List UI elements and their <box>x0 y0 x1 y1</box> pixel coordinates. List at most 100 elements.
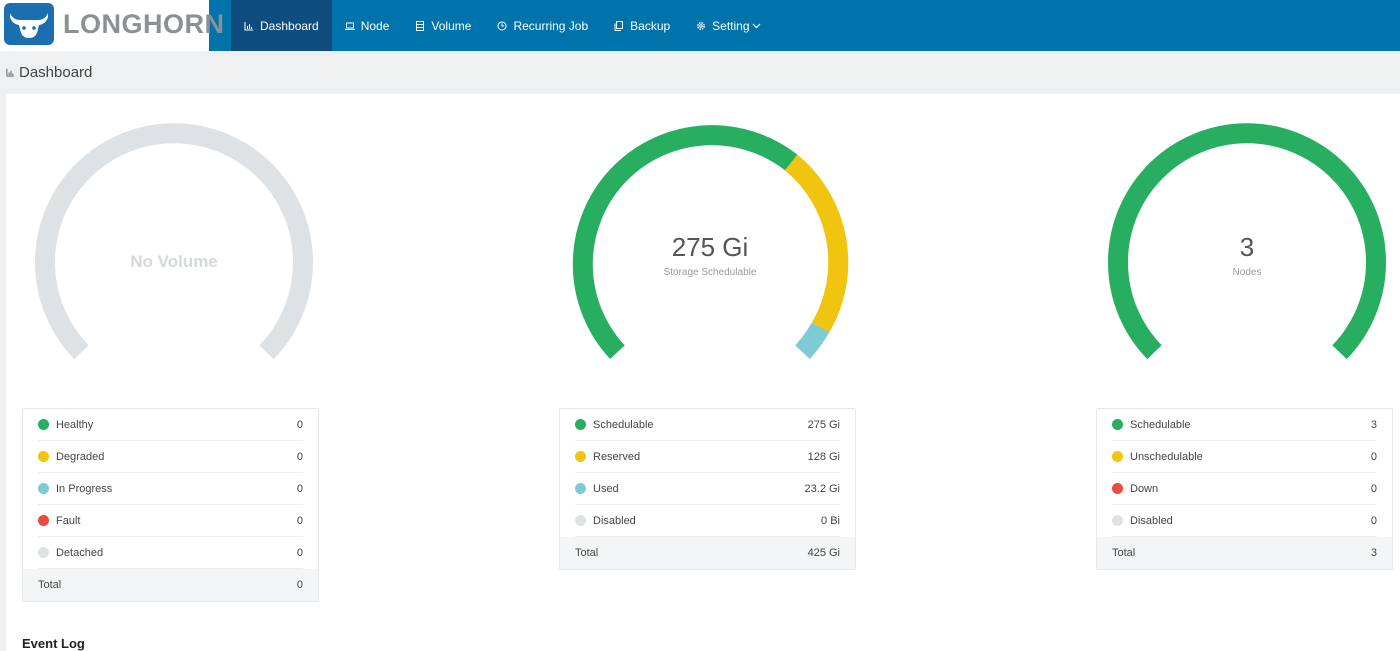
volume-gauge <box>35 123 313 360</box>
legend-row[interactable]: Fault 0 <box>38 505 303 537</box>
legend-total: Total 0 <box>23 569 318 601</box>
nav-recurring-job-label: Recurring Job <box>513 18 589 33</box>
legend-label: Reserved <box>593 450 641 463</box>
legend-value: 128 Gi <box>807 450 840 463</box>
legend-total-value: 3 <box>1370 547 1377 559</box>
schedulable-dot-icon <box>1112 419 1123 430</box>
nodes-count-value: 3 <box>1239 232 1255 262</box>
legend-total: Total 3 <box>1097 537 1392 569</box>
legend-total: Total 425 Gi <box>560 537 855 569</box>
nodes-gauge-center: 3 Nodes <box>1107 232 1387 278</box>
down-dot-icon <box>1112 483 1123 494</box>
used-dot-icon <box>575 483 586 494</box>
laptop-icon <box>344 21 355 31</box>
legend-row[interactable]: Schedulable 275 Gi <box>575 409 840 441</box>
legend-row[interactable]: Down 0 <box>1112 473 1377 505</box>
legend-label: Fault <box>56 514 81 527</box>
page-title-text: Dashboard <box>19 64 93 81</box>
legend-label: Schedulable <box>593 418 654 431</box>
event-log-title: Event Log <box>22 636 85 651</box>
legend-label: Down <box>1130 482 1159 495</box>
bar-chart-icon <box>6 68 15 77</box>
legend-value: 0 <box>296 418 303 431</box>
clock-icon <box>497 21 507 31</box>
nav-dashboard[interactable]: Dashboard <box>231 0 332 51</box>
legend-row[interactable]: Disabled 0 <box>1112 505 1377 537</box>
nodes-arc-schedulable <box>1108 123 1386 360</box>
reserved-dot-icon <box>575 451 586 462</box>
legend-value: 0 <box>296 450 303 463</box>
longhorn-logo-icon <box>4 3 54 45</box>
legend-value: 0 <box>1370 450 1377 463</box>
nav-backup-label: Backup <box>630 18 671 33</box>
volume-gauge-center: No Volume <box>34 252 314 272</box>
legend-label: In Progress <box>56 482 113 495</box>
legend-row[interactable]: Healthy 0 <box>38 409 303 441</box>
legend-label: Detached <box>56 546 104 559</box>
legend-value: 275 Gi <box>807 418 840 431</box>
storage-arc-used <box>794 322 830 360</box>
detached-dot-icon <box>38 547 49 558</box>
chevron-down-icon <box>752 23 761 29</box>
legend-row[interactable]: Schedulable 3 <box>1112 409 1377 441</box>
legend-value: 0 <box>296 482 303 495</box>
nav-setting[interactable]: Setting <box>683 0 773 51</box>
database-icon <box>415 20 425 31</box>
main-nav: Dashboard Node Volume Recurring Job Back… <box>231 0 774 51</box>
storage-schedulable-value: 275 Gi <box>671 232 749 262</box>
legend-total-label: Total <box>1112 547 1136 559</box>
storage-arc-reserved <box>784 154 849 333</box>
legend-total-label: Total <box>575 547 599 559</box>
fault-dot-icon <box>38 515 49 526</box>
storage-gauge-center: 275 Gi Storage Schedulable <box>570 232 850 278</box>
in-progress-dot-icon <box>38 483 49 494</box>
volume-gauge-track <box>35 123 313 360</box>
storage-legend: Schedulable 275 Gi Reserved 128 Gi Used … <box>559 408 856 570</box>
legend-row[interactable]: Reserved 128 Gi <box>575 441 840 473</box>
bar-chart-icon <box>244 21 254 31</box>
gear-icon <box>696 21 706 31</box>
nav-node-label: Node <box>360 18 390 33</box>
storage-schedulable-label: Storage Schedulable <box>663 267 757 278</box>
legend-label: Disabled <box>593 514 636 527</box>
legend-label: Disabled <box>1130 514 1173 527</box>
nodes-gauge <box>1108 123 1386 360</box>
unschedulable-dot-icon <box>1112 451 1123 462</box>
degraded-dot-icon <box>38 451 49 462</box>
legend-value: 0 <box>1370 482 1377 495</box>
legend-row[interactable]: In Progress 0 <box>38 473 303 505</box>
legend-value: 0 <box>1370 514 1377 527</box>
legend-row[interactable]: Detached 0 <box>38 537 303 569</box>
nodes-legend: Schedulable 3 Unschedulable 0 Down 0 Dis… <box>1096 408 1393 570</box>
legend-total-label: Total <box>38 579 62 591</box>
no-volume-text: No Volume <box>130 252 218 271</box>
nav-backup[interactable]: Backup <box>601 0 683 51</box>
nodes-count-label: Nodes <box>1232 267 1262 278</box>
legend-row[interactable]: Used 23.2 Gi <box>575 473 840 505</box>
healthy-dot-icon <box>38 419 49 430</box>
nav-volume[interactable]: Volume <box>402 0 484 51</box>
legend-label: Unschedulable <box>1130 450 1203 463</box>
nav-recurring-job[interactable]: Recurring Job <box>484 0 601 51</box>
legend-row[interactable]: Disabled 0 Bi <box>575 505 840 537</box>
legend-label: Used <box>593 482 619 495</box>
legend-value: 23.2 Gi <box>804 482 840 495</box>
copy-icon <box>614 20 624 31</box>
legend-value: 0 Bi <box>821 514 840 527</box>
brand[interactable]: LONGHORN <box>0 0 224 51</box>
nav-volume-label: Volume <box>431 18 472 33</box>
schedulable-dot-icon <box>575 419 586 430</box>
legend-total-value: 0 <box>296 579 303 591</box>
page-header: Dashboard <box>0 51 1400 94</box>
legend-label: Degraded <box>56 450 105 463</box>
nav-node[interactable]: Node <box>332 0 403 51</box>
legend-row[interactable]: Unschedulable 0 <box>1112 441 1377 473</box>
app-name: LONGHORN <box>63 9 225 39</box>
volume-legend: Healthy 0 Degraded 0 In Progress 0 Fault… <box>22 408 319 602</box>
legend-row[interactable]: Degraded 0 <box>38 441 303 473</box>
disabled-dot-icon <box>575 515 586 526</box>
nav-dashboard-label: Dashboard <box>260 18 319 33</box>
legend-total-value: 425 Gi <box>807 547 840 559</box>
top-navbar: LONGHORN Dashboard Node Volume Recurring… <box>0 0 1400 51</box>
legend-value: 0 <box>296 546 303 559</box>
